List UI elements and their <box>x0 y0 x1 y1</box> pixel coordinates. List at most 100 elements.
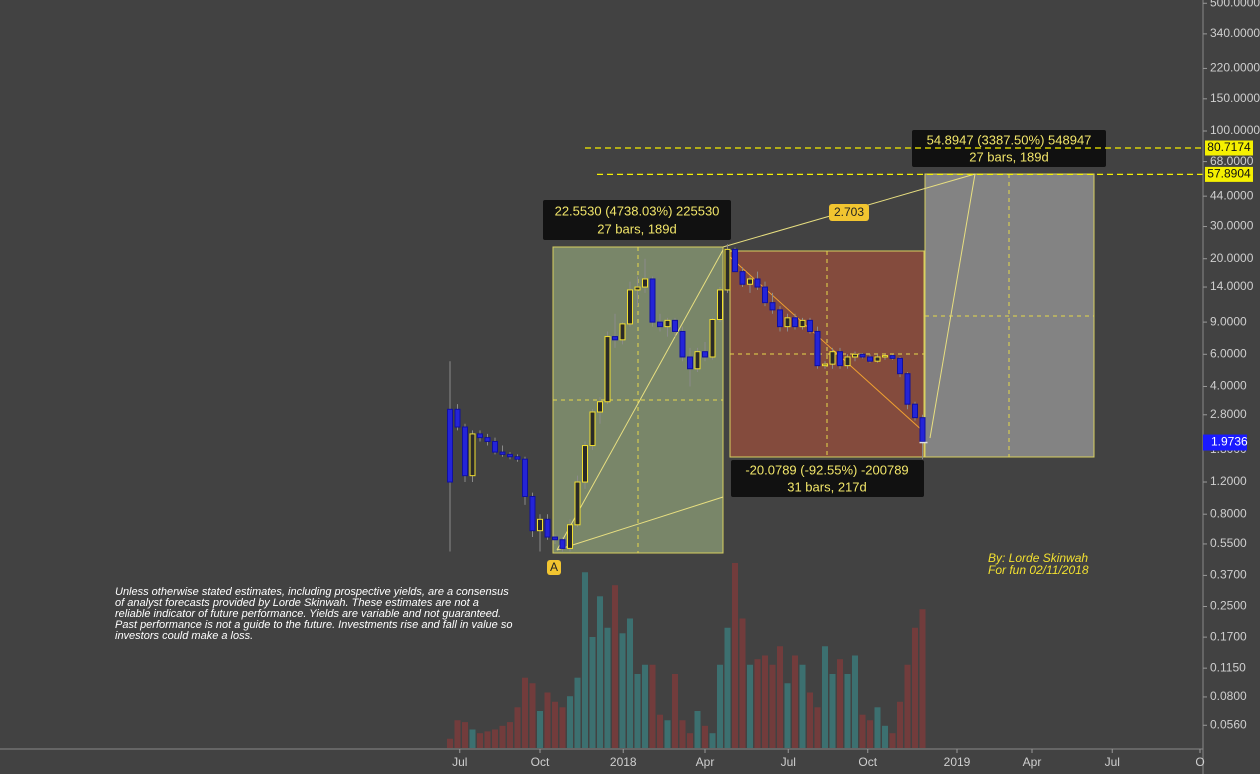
volume-bar <box>882 725 888 748</box>
candle-body <box>784 317 791 328</box>
drawing-layer <box>552 173 1095 554</box>
volume-bar <box>679 720 686 748</box>
volume-bar <box>582 572 588 748</box>
volume-bar <box>642 664 648 748</box>
volume-bar <box>672 674 678 748</box>
volume-bar <box>462 722 468 748</box>
volume-bar <box>627 618 633 748</box>
y-tick-label: 0.3700 <box>1210 568 1247 582</box>
candle-body <box>762 286 768 304</box>
x-tick-label: 2018 <box>610 755 637 769</box>
volume-bar <box>664 720 671 748</box>
disclaimer: Past performance is not a guide to the f… <box>115 619 512 631</box>
volume-bar <box>799 664 806 748</box>
volume-bar <box>454 720 461 748</box>
volume-bar <box>529 683 536 748</box>
volume-bar <box>619 633 626 748</box>
volume-layer <box>447 563 926 748</box>
volume-bar <box>567 696 573 748</box>
candle-body <box>919 417 926 442</box>
volume-bar <box>814 707 821 748</box>
x-tick-label: O <box>1195 755 1204 769</box>
volume-bar <box>912 627 918 748</box>
volume-bar <box>739 618 746 748</box>
volume-bar <box>514 707 521 748</box>
candle-body <box>717 289 723 321</box>
volume-bar <box>732 563 738 748</box>
candle-body <box>859 353 866 358</box>
y-tick-label: 220.0000 <box>1210 61 1260 75</box>
y-tick-label: 2.8000 <box>1210 407 1247 421</box>
candle-body <box>597 401 603 413</box>
candle-body <box>844 356 851 367</box>
volume-bar <box>447 738 453 748</box>
candle-body <box>792 317 798 328</box>
candle-body <box>829 351 836 365</box>
candle-body <box>732 248 738 273</box>
volume-bar <box>537 711 543 748</box>
y-tick-label: 20.0000 <box>1210 251 1254 265</box>
y-tick-label: 14.0000 <box>1210 279 1254 293</box>
volume-bar <box>762 655 768 748</box>
annotation-layer: 22.5530 (4738.03%) 225530 27 bars, 189d … <box>115 130 1203 642</box>
candle-layer <box>447 244 928 552</box>
candle-body <box>477 433 483 439</box>
measure-label: 27 bars, 189d <box>597 221 677 236</box>
x-tick-label: Oct <box>531 755 550 769</box>
volume-bar <box>687 733 693 748</box>
volume-bar <box>709 733 716 748</box>
x-tick-label: Jul <box>452 755 467 769</box>
candle-body <box>649 278 656 323</box>
y-tick-label: 0.0560 <box>1210 717 1247 731</box>
candle-body <box>612 336 618 341</box>
volume-bar <box>559 707 566 748</box>
candle-body <box>634 286 641 291</box>
measure-label: 22.5530 (4738.03%) 225530 <box>555 203 720 218</box>
candle-body <box>889 355 896 359</box>
y-tick-label: 0.1700 <box>1210 629 1247 643</box>
y-tick-label: 6.0000 <box>1210 346 1247 360</box>
y-tick-label: 500.0000 <box>1210 0 1260 9</box>
y-tick-label: 0.0800 <box>1210 689 1247 703</box>
price-axis-bg <box>1203 0 1260 774</box>
volume-bar <box>499 725 506 748</box>
volume-bar <box>649 664 656 748</box>
candle-body <box>657 321 663 328</box>
volume-bar <box>469 729 476 748</box>
measure-label: 54.8947 (3387.50%) 548947 <box>927 132 1092 147</box>
candle-body <box>702 351 708 358</box>
x-tick-label: Apr <box>696 755 715 769</box>
volume-bar <box>492 729 498 748</box>
signature: For fun 02/11/2018 <box>988 563 1089 577</box>
candle-body <box>447 408 453 483</box>
measure-label-bg <box>543 200 731 240</box>
volume-bar <box>522 677 528 748</box>
candle-body <box>582 445 588 483</box>
candle-body <box>559 539 566 549</box>
disclaimer: of analyst forecasts provided by Lorde S… <box>115 597 479 609</box>
volume-bar <box>754 659 761 748</box>
x-tick-label: Apr <box>1023 755 1042 769</box>
point-label: A <box>550 560 558 574</box>
x-tick-label: Oct <box>858 755 877 769</box>
disclaimer: Unless otherwise stated estimates, inclu… <box>115 586 509 598</box>
price-line-label: 57.8904 <box>1207 167 1251 181</box>
volume-bar <box>717 664 723 748</box>
y-tick-label: 100.0000 <box>1210 123 1260 137</box>
ratio-label-bg <box>829 204 869 221</box>
candle-body <box>537 518 543 532</box>
disclaimer: reliable indicator of future performance… <box>115 608 501 620</box>
volume-bar <box>822 646 828 748</box>
volume-bar <box>807 692 813 748</box>
volume-bar <box>747 664 753 748</box>
volume-bar <box>852 655 858 748</box>
candle-body <box>709 319 716 358</box>
candle-body <box>882 355 888 358</box>
y-tick-label: 30.0000 <box>1210 219 1254 233</box>
volume-bar <box>507 722 513 748</box>
candle-body <box>462 426 468 477</box>
candle-body <box>747 278 753 285</box>
measure-label: -20.0789 (-92.55%) -200789 <box>745 462 908 477</box>
y-tick-label: 0.1150 <box>1210 660 1246 674</box>
